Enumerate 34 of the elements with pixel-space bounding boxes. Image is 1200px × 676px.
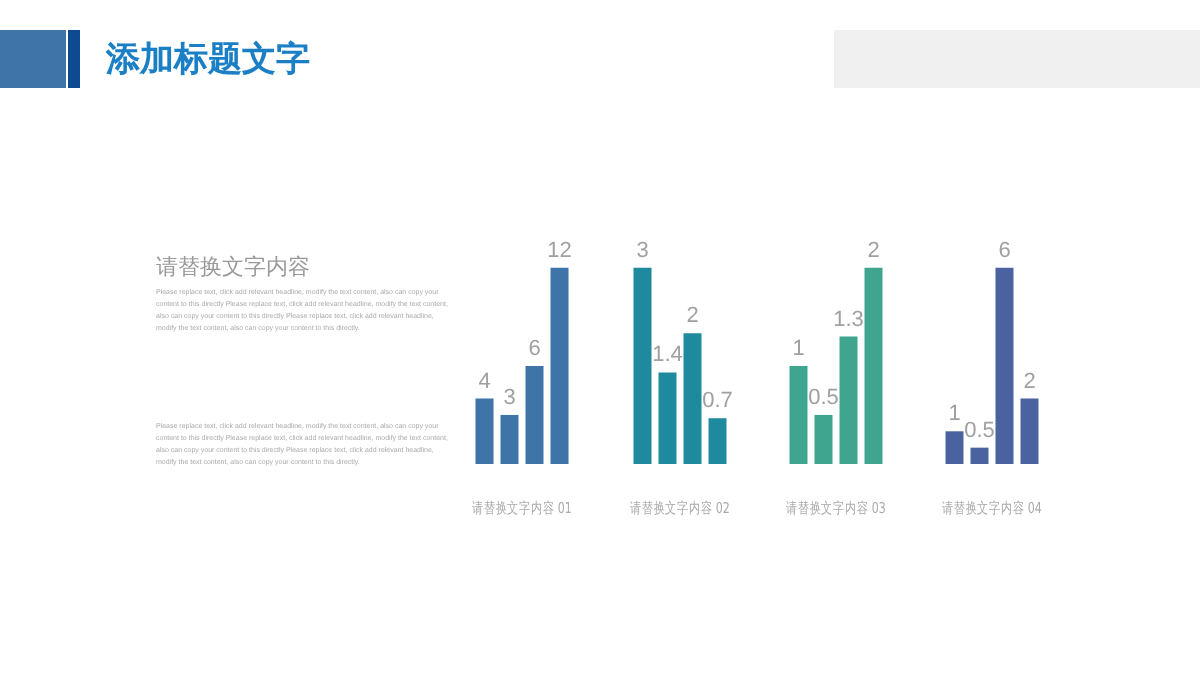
bar bbox=[995, 267, 1014, 464]
bar bbox=[658, 372, 677, 464]
data-label: 2 bbox=[686, 304, 699, 329]
bar bbox=[550, 267, 569, 464]
data-label: 2 bbox=[867, 238, 880, 263]
data-label: 2 bbox=[1023, 369, 1036, 394]
data-label: 12 bbox=[547, 238, 572, 263]
data-label: 1.4 bbox=[652, 343, 683, 368]
bar bbox=[864, 267, 883, 464]
bar bbox=[789, 365, 808, 464]
data-label: 4 bbox=[478, 369, 491, 394]
bar bbox=[500, 414, 519, 464]
data-label: 3 bbox=[503, 386, 516, 411]
data-label: 3 bbox=[636, 238, 649, 263]
bar bbox=[945, 431, 964, 464]
data-label: 6 bbox=[528, 336, 541, 361]
bar bbox=[970, 447, 989, 464]
bar bbox=[525, 365, 544, 464]
bar bbox=[633, 267, 652, 464]
text: 请替换文字内容 bbox=[156, 252, 310, 282]
bar bbox=[475, 398, 494, 464]
data-label: 0.5 bbox=[964, 418, 995, 443]
data-label: 0.7 bbox=[702, 389, 733, 414]
data-label: 1 bbox=[792, 336, 805, 361]
bar bbox=[1020, 398, 1039, 464]
data-label: 1.3 bbox=[833, 307, 864, 332]
data-label: 0.5 bbox=[808, 386, 839, 411]
bar bbox=[683, 333, 702, 464]
data-label: 1 bbox=[948, 402, 961, 427]
bar bbox=[708, 418, 727, 464]
bar bbox=[839, 336, 858, 464]
bar bbox=[814, 414, 833, 464]
data-label: 6 bbox=[998, 238, 1011, 263]
text: 添加标题文字 bbox=[106, 38, 310, 82]
